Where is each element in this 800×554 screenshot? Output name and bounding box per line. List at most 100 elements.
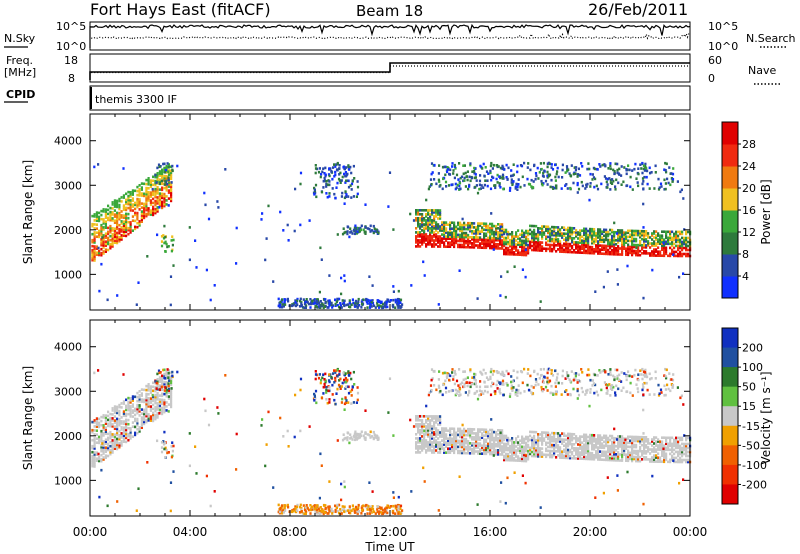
velocity-cell (162, 442, 166, 446)
power-cell (344, 195, 347, 199)
power-cell (156, 192, 159, 195)
power-cell (161, 204, 164, 208)
velocity-cell (445, 433, 448, 436)
power-cell (453, 225, 456, 229)
power-cell (637, 229, 640, 233)
power-cell (107, 240, 110, 244)
power-cell (129, 223, 132, 226)
velocity-cell (461, 443, 464, 447)
velocity-cell (455, 439, 458, 443)
power-cell (599, 228, 602, 231)
velocity-cell (167, 387, 170, 390)
velocity-cell (631, 447, 634, 451)
power-cell (621, 237, 624, 240)
power-cell (595, 238, 598, 241)
velocity-cell (154, 409, 157, 413)
velocity-cell (447, 447, 450, 450)
velocity-cell (523, 441, 526, 445)
power-cell (427, 235, 430, 238)
power-cell (595, 244, 598, 247)
power-cell (619, 237, 622, 240)
power-cell (664, 182, 667, 185)
power-cell (569, 234, 572, 238)
velocity-cell (419, 437, 422, 440)
velocity-cell (551, 435, 554, 439)
power-cell (437, 209, 440, 212)
power-cell (419, 231, 422, 234)
velocity-cell (111, 419, 114, 422)
velocity-cell (98, 435, 101, 439)
velocity-cell (501, 431, 504, 434)
power-cell (109, 244, 112, 248)
velocity-cell (125, 408, 128, 412)
power-cell (541, 249, 544, 252)
power-cell (136, 201, 139, 205)
velocity-cell (131, 395, 134, 398)
power-cell (623, 233, 626, 236)
velocity-cell (441, 435, 444, 438)
power-cell (565, 246, 568, 250)
power-cell (613, 253, 616, 256)
velocity-cell (653, 436, 656, 439)
power-cell (357, 226, 360, 230)
power-cell (661, 246, 664, 249)
velocity-cell (645, 438, 648, 441)
power-cell (427, 211, 430, 214)
velocity-cell (529, 448, 532, 452)
power-cell (116, 241, 119, 245)
velocity-cell (479, 452, 482, 455)
power-cell (561, 163, 564, 167)
power-cell (511, 235, 514, 238)
velocity-cell (109, 418, 112, 422)
velocity-cell (639, 439, 642, 443)
velocity-cell (485, 446, 488, 450)
velocity-cell (136, 391, 139, 395)
power-cell (537, 233, 540, 236)
power-cell (98, 251, 101, 255)
power-cell (585, 227, 588, 231)
power-cell (551, 233, 554, 237)
power-cell (161, 194, 164, 198)
power-cell (661, 240, 664, 243)
power-cell (571, 246, 574, 250)
power-cell (437, 211, 440, 214)
power-cell (499, 227, 502, 230)
velocity-cell (593, 438, 596, 441)
power-cell (654, 164, 657, 168)
power-cell (433, 219, 436, 222)
velocity-cell (563, 432, 566, 435)
velocity-cell (461, 451, 464, 455)
power-cell (685, 244, 688, 248)
power-cell (633, 233, 636, 237)
velocity-cell (653, 448, 656, 451)
power-cell (655, 242, 658, 245)
power-cell (431, 229, 434, 232)
velocity-cell (505, 436, 508, 440)
velocity-cell (665, 446, 668, 450)
power-cell (485, 170, 489, 173)
velocity-cell (147, 415, 150, 418)
velocity-cell (645, 456, 648, 459)
velocity-cell (93, 461, 96, 464)
velocity-cell (417, 437, 420, 440)
power-cell (344, 166, 347, 170)
power-cell (158, 204, 161, 207)
power-cell (324, 298, 327, 301)
velocity-cell (553, 437, 556, 441)
velocity-cell (93, 455, 96, 458)
velocity-cell (171, 374, 174, 378)
power-cell (455, 229, 458, 233)
power-cell (549, 227, 552, 231)
velocity-cell (581, 457, 584, 460)
velocity-cell (571, 446, 574, 450)
velocity-cell (429, 421, 432, 424)
velocity-cell (537, 443, 540, 446)
power-cell (431, 225, 434, 228)
power-cell (167, 204, 170, 207)
power-cell (417, 245, 420, 248)
velocity-cell (519, 443, 522, 446)
power-cell (617, 181, 620, 185)
velocity-cell (517, 441, 520, 444)
power-cell (663, 178, 666, 182)
power-cell (167, 183, 170, 186)
